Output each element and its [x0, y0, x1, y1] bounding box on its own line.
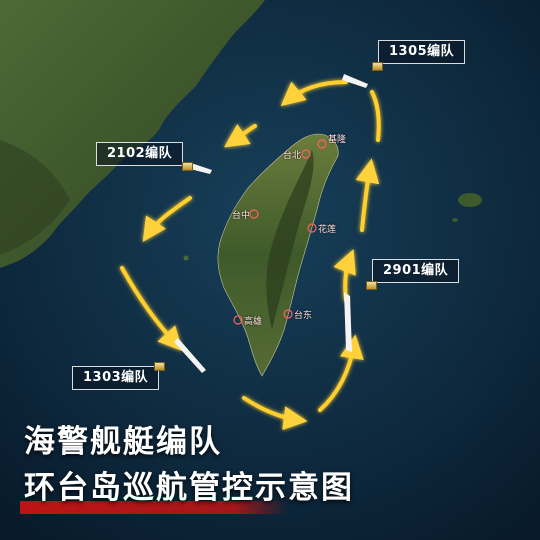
flag-icon [154, 362, 165, 371]
fleet-label-2901: 2901编队 [372, 259, 460, 283]
mainland-coast-shading [0, 140, 70, 255]
city-label-kaohsiung: 高雄 [244, 317, 263, 327]
city-markers [233, 139, 327, 325]
island-penghu [183, 255, 189, 261]
fleet-label-2102: 2102编队 [96, 142, 184, 166]
island-east [458, 193, 482, 207]
city-marker-taitung [283, 309, 293, 319]
city-label-hualien: 花莲 [318, 225, 337, 235]
flag-icon [372, 62, 383, 71]
route-segment-east-upper [355, 158, 380, 232]
route-segment-southwest [120, 266, 183, 352]
city-marker-keelung [317, 139, 327, 149]
city-label-taichung: 台中 [232, 211, 251, 221]
city-marker-taichung [249, 209, 259, 219]
route-segment-north [280, 80, 348, 107]
patrol-route [120, 80, 381, 431]
route-segment-northwest [224, 124, 257, 148]
route-segment-south [242, 396, 308, 431]
map-title-line2: 环台岛巡航管控示意图 [24, 470, 354, 506]
taiwan-mountains [266, 150, 314, 330]
route-segment-northeast [370, 90, 381, 142]
city-marker-taipei [301, 149, 311, 159]
ship-1303 [174, 338, 206, 373]
city-marker-kaohsiung [233, 315, 243, 325]
route-segment-west [142, 196, 192, 242]
fleet-label-1305: 1305编队 [378, 40, 466, 64]
city-label-taipei: 台北 [283, 151, 302, 161]
city-label-keelung: 基隆 [328, 135, 347, 145]
flag-icon [366, 281, 377, 290]
route-segment-southeast [318, 334, 364, 412]
ship-1305 [342, 74, 368, 88]
flag-icon [182, 162, 193, 171]
city-marker-hualien [307, 223, 317, 233]
city-label-taitung: 台东 [294, 311, 313, 321]
ship-2901 [344, 292, 352, 352]
ships [174, 74, 368, 373]
title-highlight-bar [20, 501, 288, 514]
island-east-small [452, 218, 458, 222]
map-title-line1: 海警舰艇编队 [24, 424, 222, 460]
fleet-label-1303: 1303编队 [72, 366, 160, 390]
